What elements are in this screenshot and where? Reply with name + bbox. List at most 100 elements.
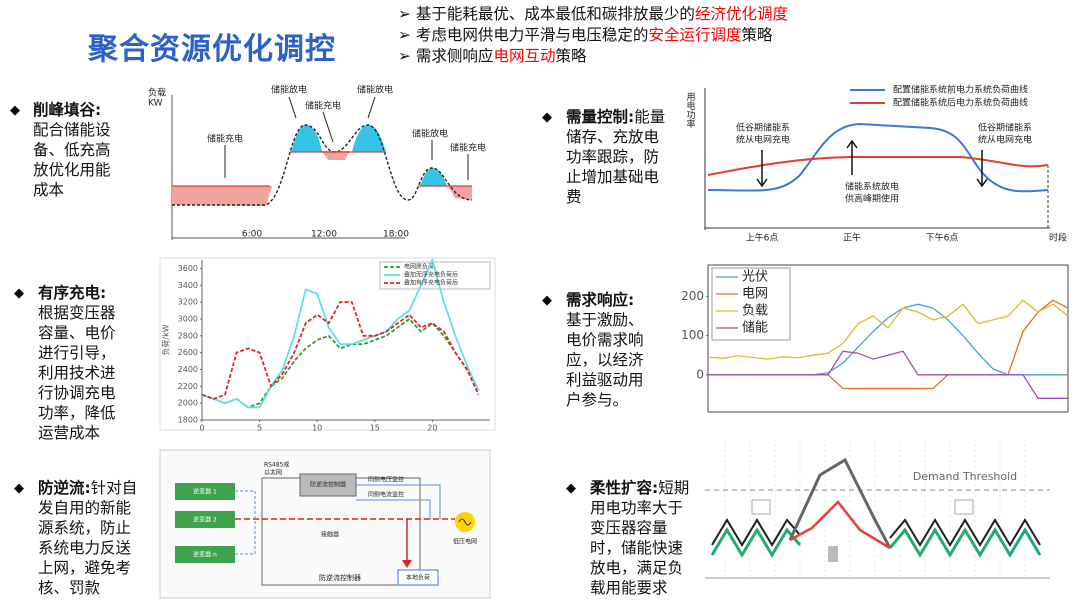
grid-label: 低压电网 — [453, 538, 477, 546]
bullet-text: 电网互动 — [493, 47, 556, 65]
y-tick-label: 2600 — [178, 348, 198, 357]
axis-label: 用电功率 — [685, 92, 696, 129]
flexible-expansion-figure — [705, 440, 1050, 580]
legend-label: 叠加无序充电负荷后 — [404, 271, 458, 279]
monitor-label: 同侧电压监控 — [368, 476, 404, 484]
y-tick-label: 2800 — [178, 331, 198, 340]
section-heading: 需求响应: — [566, 291, 635, 309]
legend-label: 电网原负荷 — [404, 263, 434, 271]
section-heading: 防逆流: — [38, 479, 91, 497]
y-axis-label: 负荷/kW — [161, 324, 171, 355]
section: 柔性扩容:短期用电功率大于变压器容量时，储能快速放电，满足负载用能要求 — [590, 478, 690, 598]
annotation: 储能放电 — [357, 84, 393, 96]
axis-label: KW — [148, 99, 163, 109]
slide-title: 聚合资源优化调控 — [88, 32, 336, 67]
bullet-icon: ◆ — [14, 481, 24, 496]
section: 需求响应: 基于激励、电价需求响应，以经济利益驱动用户参与。 — [566, 290, 652, 410]
bullet: ➢ 考虑电网供电力平滑与电压稳定的安全运行调度策略 — [398, 25, 788, 46]
section-body: 基于激励、电价需求响应，以经济利益驱动用户参与。 — [566, 311, 644, 409]
load-label: 本地负荷 — [406, 574, 430, 582]
x-label: 上午6点 — [746, 232, 779, 244]
legend-label: 负载 — [742, 304, 768, 319]
inverter-label: 逆变器 2 — [193, 516, 217, 524]
bus-label: RS485或 — [264, 461, 289, 469]
bullet-text: 经济优化调度 — [694, 5, 788, 23]
bullet-text: 策略 — [741, 26, 773, 44]
legend-label: 叠加有序充电负荷后 — [404, 279, 458, 287]
inverter-label: 逆变器 n — [193, 551, 217, 559]
bullet-marker: ➢ — [398, 47, 416, 65]
legend-label: 配置储能系统后电力系统负荷曲线 — [893, 97, 1028, 109]
inverter-label: 逆变器 1 — [193, 488, 217, 496]
bullet-icon: ◆ — [10, 103, 20, 118]
threshold-label: Demand Threshold — [913, 470, 1017, 483]
bullet-marker: ➢ — [398, 5, 416, 23]
annotation: 低谷期储能系 — [736, 122, 790, 134]
y-tick-label: 0 — [696, 367, 704, 381]
bullet: ➢ 需求侧响应电网互动策略 — [398, 46, 788, 67]
peak-shaving-figure — [171, 95, 473, 240]
bullet: ➢ 基于能耗最优、成本最低和碳排放最少的经济优化调度 — [398, 4, 788, 25]
annotation: 储能系统放电 — [845, 181, 899, 193]
section-heading: 需量控制: — [566, 108, 635, 126]
legend-label: 光伏 — [742, 270, 768, 285]
y-tick-label: 3200 — [178, 298, 198, 307]
x-label: 18:00 — [383, 230, 409, 240]
y-tick-label: 200 — [681, 289, 704, 303]
series-line — [708, 350, 1068, 399]
bullet-icon: ◆ — [566, 481, 576, 496]
y-tick-label: 1800 — [178, 416, 198, 425]
x-label: 正午 — [843, 232, 861, 244]
response-frame — [707, 264, 1069, 413]
x-tick-label: 5 — [257, 424, 262, 433]
series-line — [201, 257, 480, 409]
x-tick-label: 10 — [312, 424, 322, 433]
section-body: 配合储能设备、低充高放优化用能成本 — [33, 121, 111, 199]
bullet-text: 考虑电网供电力平滑与电压稳定的 — [415, 26, 649, 44]
x-label: 6:00 — [242, 230, 262, 240]
legend-label: 电网 — [742, 287, 768, 302]
annotation: 储能充电 — [450, 142, 486, 154]
y-tick-label: 3600 — [178, 264, 198, 273]
x-tick-label: 15 — [370, 424, 380, 433]
bullet-text: 策略 — [555, 47, 587, 65]
section: 削峰填谷: 配合储能设备、低充高放优化用能成本 — [33, 100, 125, 200]
demand-control-figure — [704, 88, 1050, 230]
annotation: 供高峰期使用 — [845, 193, 899, 205]
x-label: 时段 — [1049, 232, 1067, 244]
section: 有序充电: 根据变压器容量、电价进行引导，利用技术进行协调充电功率，降低运营成本 — [38, 283, 124, 443]
bus-label: 以太网 — [264, 469, 282, 477]
section-body: 针对自发自用的新能源系统，防止系统电力反送上网，避免考核、罚款 — [38, 479, 138, 597]
bullet-icon: ◆ — [542, 293, 552, 308]
annotation: 储能放电 — [271, 84, 307, 96]
bullet-text: 基于能耗最优、成本最低和碳排放最少的 — [415, 5, 695, 23]
monitor-label: 同侧电流监控 — [368, 491, 404, 499]
annotation: 储能充电 — [305, 100, 341, 112]
bullet-list: ➢ 基于能耗最优、成本最低和碳排放最少的经济优化调度 ➢ 考虑电网供电力平滑与电压… — [398, 4, 788, 67]
y-tick-label: 2400 — [178, 365, 198, 374]
section-body: 根据变压器容量、电价进行引导，利用技术进行协调充电功率，降低运营成本 — [38, 304, 116, 442]
x-label: 下午6点 — [926, 232, 959, 244]
x-tick-label: 20 — [427, 424, 437, 433]
annotation: 统从电网充电 — [736, 134, 790, 146]
frame-label: 防逆流控制器 — [319, 573, 361, 582]
y-tick-label: 2000 — [178, 399, 198, 408]
section-body: 能量储存、充放电功率跟踪，防止增加基础电费 — [566, 108, 666, 206]
annotation: 储能充电 — [207, 133, 243, 145]
controller-label: 防逆流控制器 — [310, 481, 346, 489]
series-line — [201, 301, 480, 400]
section: 防逆流:针对自发自用的新能源系统，防止系统电力反送上网，避免考核、罚款 — [38, 478, 138, 598]
anti-backflow-figure — [159, 449, 491, 599]
bullet-text: 安全运行调度 — [648, 26, 742, 44]
section-body: 短期用电功率大于变压器容量时，储能快速放电，满足负载用能要求 — [590, 479, 690, 597]
bullet-icon: ◆ — [14, 286, 24, 301]
annotation: 低谷期储能系 — [978, 122, 1032, 134]
series-line — [707, 299, 1069, 360]
section-heading: 削峰填谷: — [33, 101, 102, 119]
bullet-icon: ◆ — [542, 110, 552, 125]
x-label: 12:00 — [311, 230, 337, 240]
contactor-label: 接触器 — [321, 531, 339, 539]
section: 需量控制:能量储存、充放电功率跟踪，防止增加基础电费 — [566, 107, 666, 207]
bullet-text: 需求侧响应 — [415, 47, 494, 65]
